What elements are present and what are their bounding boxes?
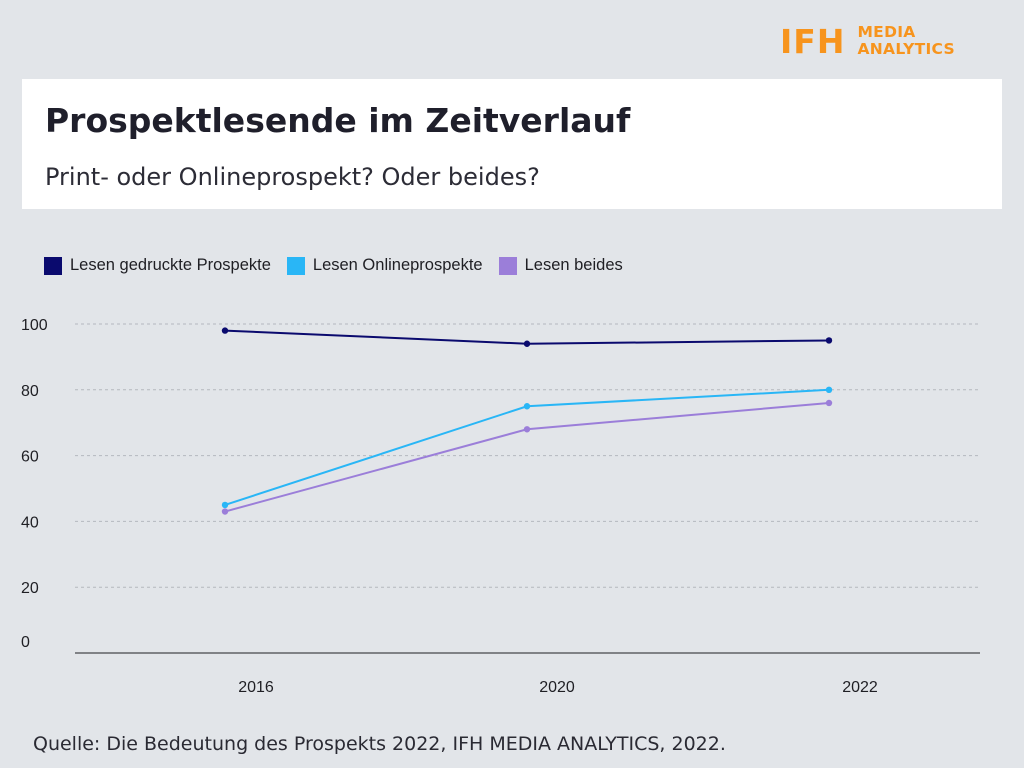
logo-text: MEDIA ANALYTICS [857, 24, 955, 58]
chart-subtitle: Print- oder Onlineprospekt? Oder beides? [45, 163, 540, 191]
ifh-logo: IFH MEDIA ANALYTICS [780, 24, 955, 58]
y-tick-label: 0 [21, 634, 30, 651]
data-point [221, 501, 229, 509]
y-tick-label: 20 [21, 580, 39, 597]
title-box: Prospektlesende im Zeitverlauf Print- od… [22, 79, 1002, 209]
legend-label: Lesen gedruckte Prospekte [70, 256, 271, 274]
logo-mark: IFH [780, 21, 846, 61]
data-point [523, 403, 531, 410]
series-lines [221, 327, 833, 515]
gridlines [75, 323, 980, 654]
legend-swatch [498, 256, 517, 275]
data-point [825, 386, 833, 393]
data-point [825, 399, 833, 407]
legend-label: Lesen beides [524, 256, 623, 274]
x-tick-label: 2022 [842, 679, 878, 696]
data-point [523, 340, 531, 347]
legend-swatch [286, 256, 305, 275]
legend-item: Lesen Onlineprospekte [286, 256, 483, 275]
y-tick-label: 100 [21, 317, 48, 334]
x-axis-ticks: 2016 2020 2022 [238, 679, 878, 696]
logo-text-line1: MEDIA [857, 23, 916, 41]
y-tick-label: 80 [21, 383, 39, 400]
data-point [221, 327, 229, 334]
x-tick-label: 2020 [539, 679, 575, 696]
logo-text-line2: ANALYTICS [857, 40, 955, 58]
y-axis-ticks: 0 20 40 60 80 100 [21, 317, 48, 651]
legend-swatch [44, 256, 62, 275]
chart-legend: Lesen gedruckte Prospekte Lesen Onlinepro… [44, 256, 639, 275]
chart-title: Prospektlesende im Zeitverlauf [45, 101, 631, 140]
legend-item: Lesen gedruckte Prospekte [44, 256, 271, 275]
data-point [825, 337, 833, 344]
x-tick-label: 2016 [238, 679, 274, 696]
series-line [224, 401, 830, 513]
y-tick-label: 60 [21, 449, 39, 466]
data-point [221, 508, 229, 515]
legend-label: Lesen Onlineprospekte [312, 256, 483, 274]
legend-item: Lesen beides [498, 256, 623, 275]
source-note: Quelle: Die Bedeutung des Prospekts 2022… [33, 733, 726, 755]
y-tick-label: 40 [21, 514, 39, 531]
data-point [523, 426, 531, 433]
